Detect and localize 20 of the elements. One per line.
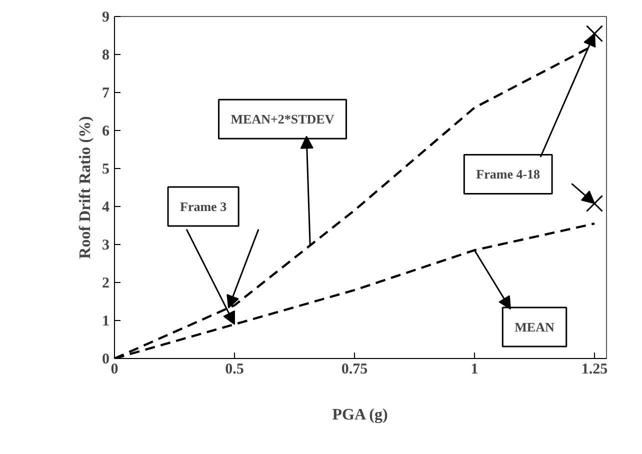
y-tick-label: 6 xyxy=(102,124,110,140)
y-tick-label: 3 xyxy=(102,238,110,254)
y-tick-label: 5 xyxy=(102,162,110,178)
y-tick-label: 0 xyxy=(102,352,110,368)
y-tick-label: 9 xyxy=(102,10,110,26)
y-tick-label: 8 xyxy=(102,48,110,64)
x-tick-label: 0.75 xyxy=(341,362,368,378)
x-tick-label: 1 xyxy=(470,362,478,378)
annotation: MEAN xyxy=(514,319,555,334)
annotation: MEAN+2*STDEV xyxy=(230,112,335,127)
y-axis-title: Roof Drift Ratio (%) xyxy=(77,116,94,259)
annotation: Frame 3 xyxy=(180,199,228,214)
x-tick-label: 0.5 xyxy=(225,362,244,378)
y-tick-label: 4 xyxy=(102,200,110,216)
y-tick-label: 1 xyxy=(102,314,110,330)
annotation: Frame 4-18 xyxy=(476,166,541,182)
x-tick-label: 1.25 xyxy=(581,362,608,378)
x-axis-title: PGA (g) xyxy=(332,406,388,424)
y-tick-label: 2 xyxy=(102,276,110,292)
y-tick-label: 7 xyxy=(102,86,110,102)
